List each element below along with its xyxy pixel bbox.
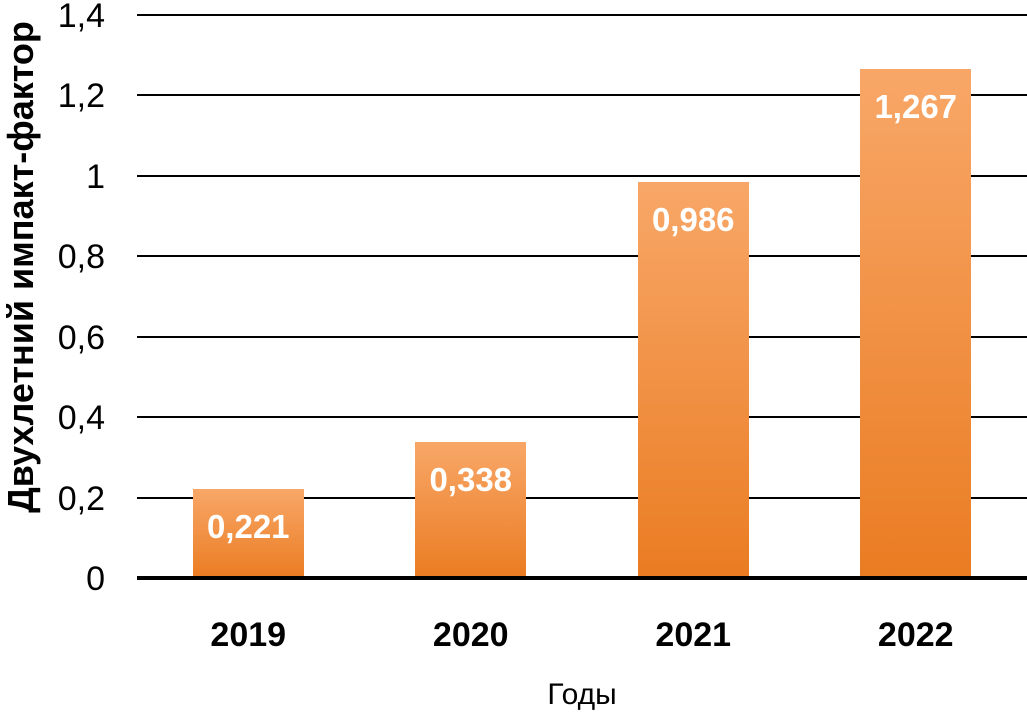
bar-value-label: 0,221: [206, 508, 290, 546]
gridline: [137, 174, 1027, 177]
bar-2019: 0,221: [192, 489, 304, 578]
x-axis-tick-label: 2021: [655, 616, 732, 654]
y-axis-tick-label: 0,4: [57, 399, 105, 438]
plot-area: 0,221 0,338 0,986 1,267: [137, 14, 1027, 578]
gridline: [137, 94, 1027, 97]
gridline: [137, 496, 1027, 499]
bar-2021: 0,986: [637, 181, 749, 578]
y-axis-tick-label: 0,8: [57, 238, 105, 277]
gridline: [137, 335, 1027, 338]
y-axis-tick-label: 0: [86, 560, 105, 598]
gridline: [137, 14, 1027, 16]
bar-value-label: 0,986: [651, 200, 735, 238]
gridline: [137, 416, 1027, 419]
bar-value-label: 1,267: [874, 87, 958, 125]
bar-2022: 1,267: [860, 68, 972, 578]
x-axis-line: [137, 576, 1027, 580]
bar-2020: 0,338: [415, 442, 527, 578]
bar-value-label: 0,338: [429, 461, 513, 499]
x-axis-tick-label: 2022: [877, 616, 954, 654]
x-axis-title: Годы: [547, 678, 617, 711]
y-axis-tick-label: 1: [86, 157, 105, 196]
y-axis-tick-label: 0,2: [57, 479, 105, 518]
x-axis-tick-label: 2020: [432, 616, 509, 654]
x-axis-tick-label: 2019: [210, 616, 287, 654]
y-axis-tick-label: 1,2: [57, 77, 105, 116]
gridline: [137, 255, 1027, 258]
y-axis-tick-label: 0,6: [57, 318, 105, 357]
y-axis-tick-label: 1,4: [57, 0, 105, 35]
